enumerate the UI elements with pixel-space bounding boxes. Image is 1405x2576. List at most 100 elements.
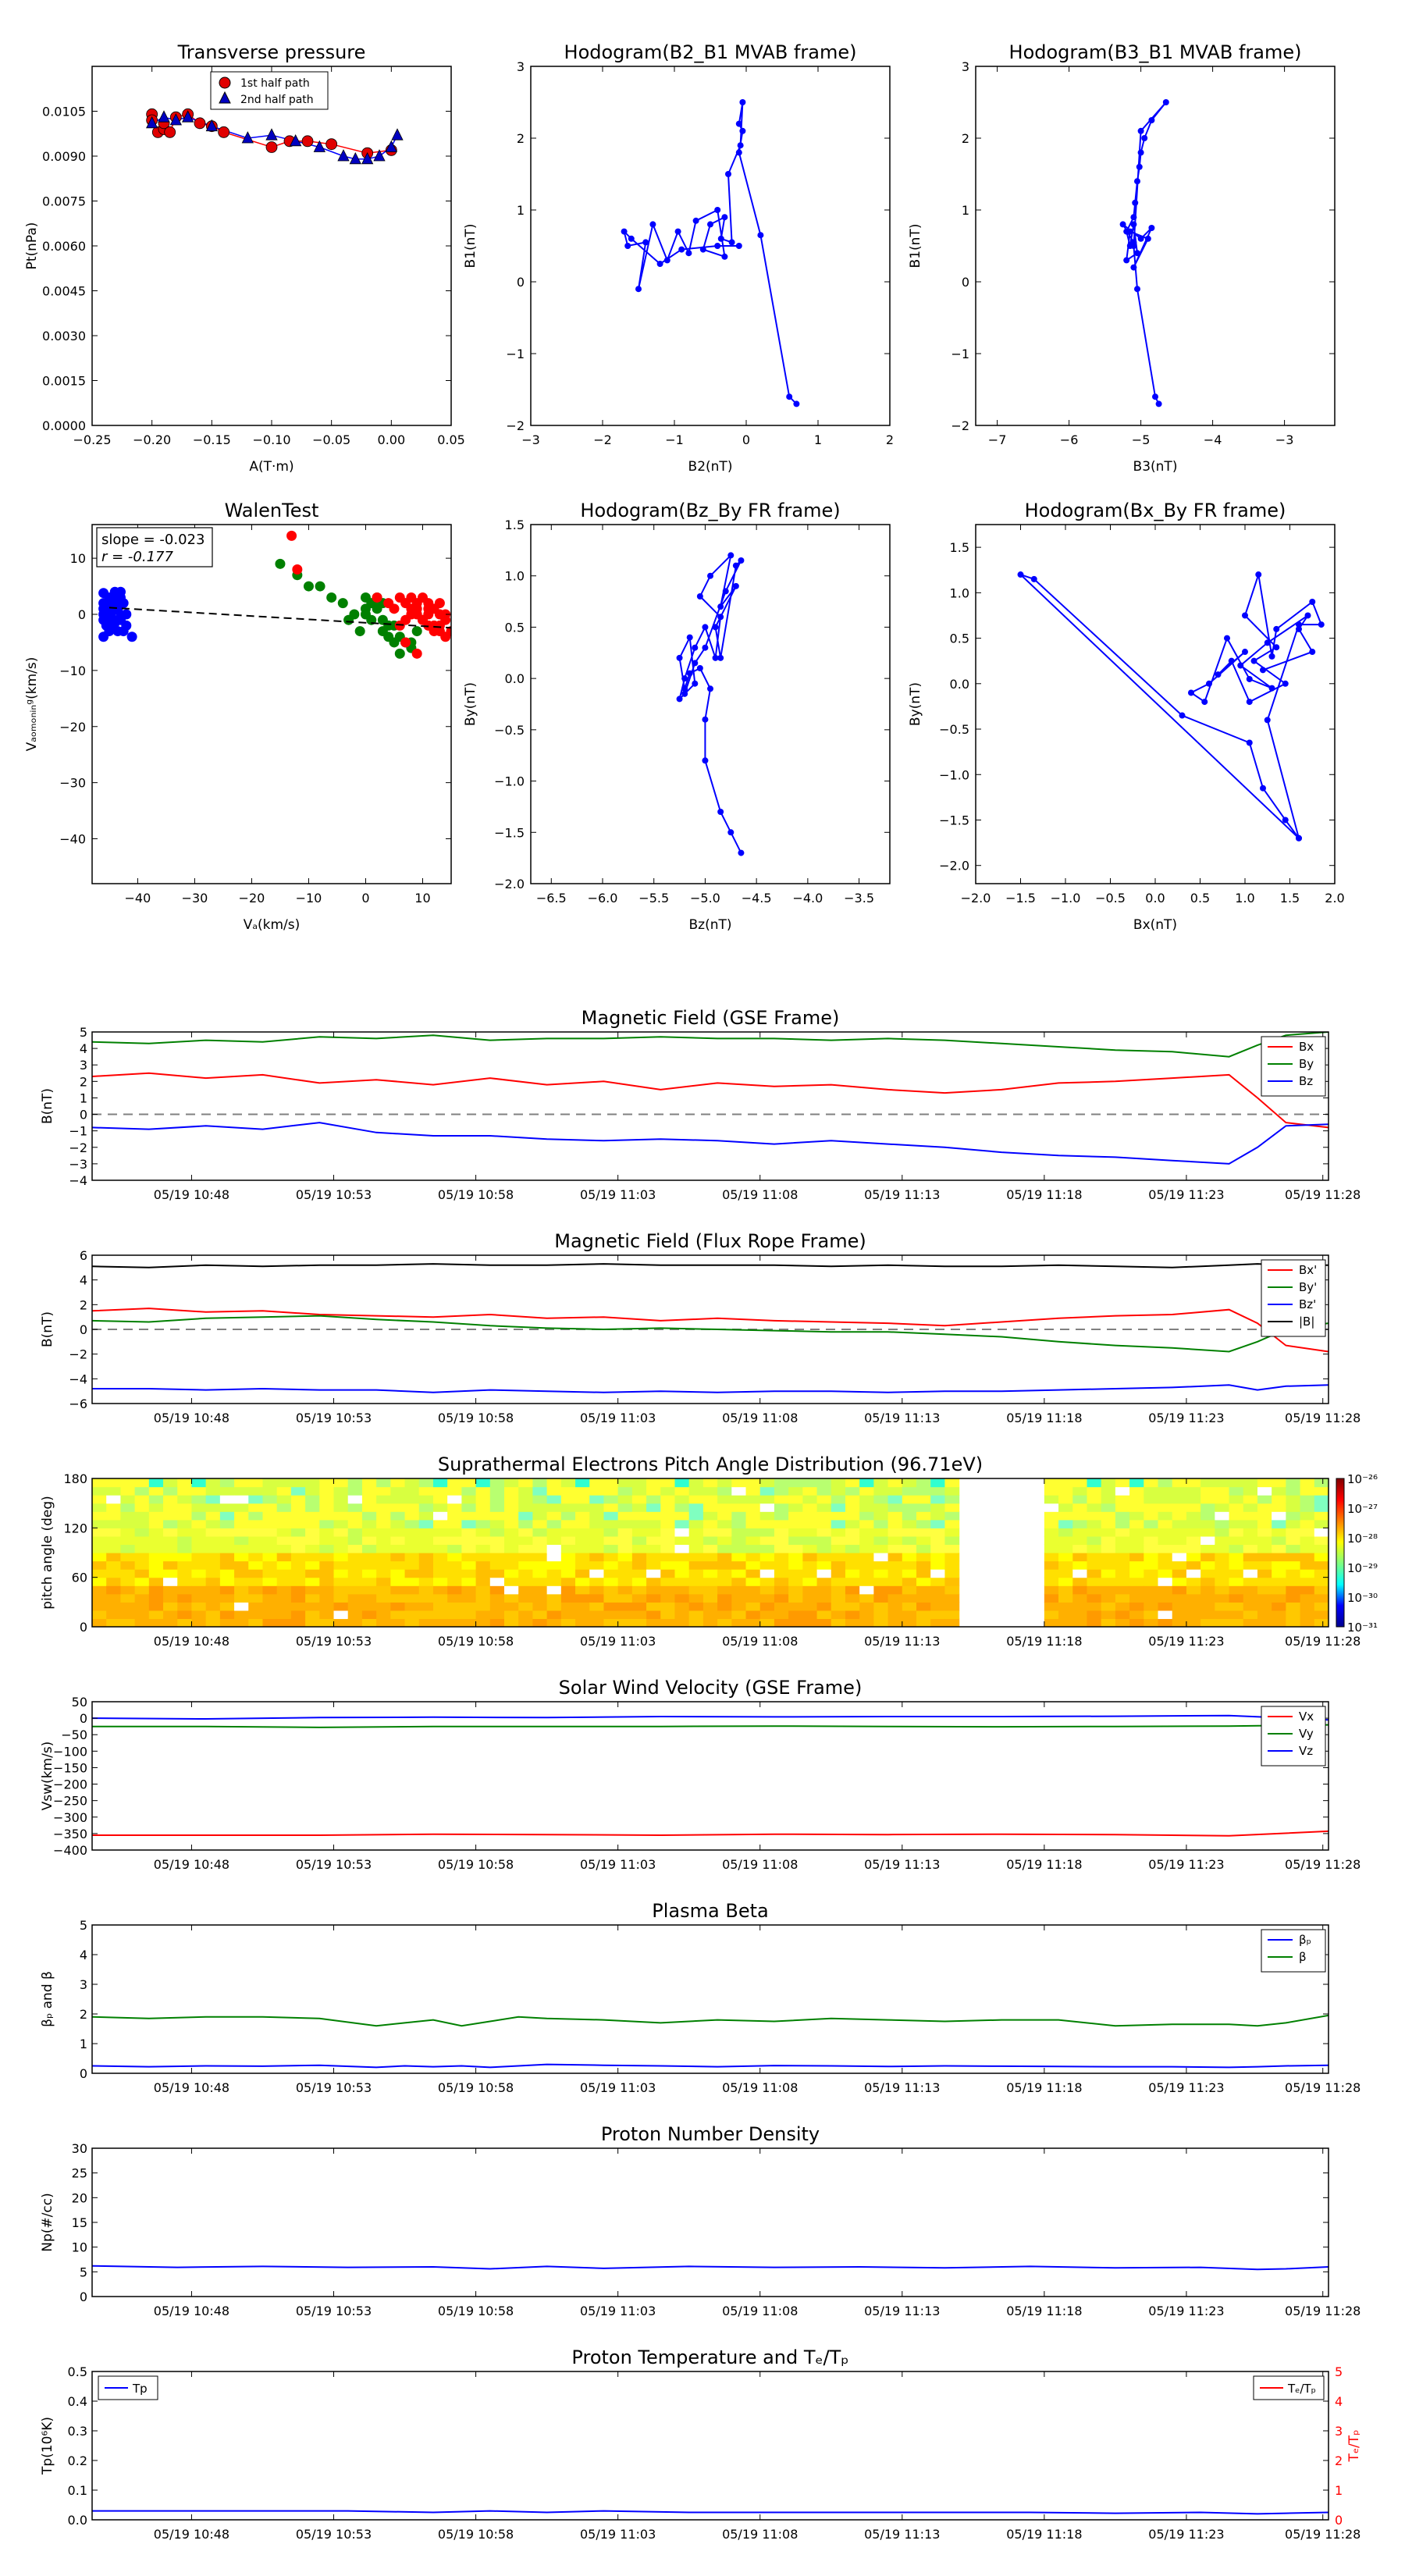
h3-point <box>712 624 719 631</box>
mag_gse-ylabel: B(nT) <box>40 1088 55 1124</box>
pad-cell <box>1215 1585 1230 1595</box>
pad-cell <box>1257 1535 1272 1546</box>
pad-cell <box>447 1486 462 1496</box>
pad-cell <box>134 1585 150 1595</box>
pad-cell <box>1058 1602 1073 1611</box>
pad-cell <box>717 1569 732 1578</box>
pad-cell <box>1257 1553 1272 1562</box>
pad-cell <box>887 1585 903 1595</box>
pad-cell <box>1172 1544 1187 1553</box>
pad-xtick-label: 05/19 11:28 <box>1285 1634 1361 1649</box>
pad-cell <box>432 1577 448 1586</box>
mag_fr-ytick-label: 2 <box>80 1297 87 1312</box>
pad-cell <box>1215 1618 1230 1627</box>
pad-cell <box>646 1585 661 1595</box>
pad-cell <box>319 1553 335 1562</box>
pad-cell <box>845 1602 860 1611</box>
pad-cell <box>177 1486 193 1496</box>
pad-cell <box>589 1560 605 1570</box>
pad-cell <box>759 1560 775 1570</box>
pad-cell <box>205 1478 221 1488</box>
tp-point-2nd <box>182 110 194 123</box>
walen-point <box>118 598 129 609</box>
temp-xtick-label: 05/19 11:03 <box>580 2527 656 2542</box>
pad-cell <box>361 1593 377 1603</box>
pad-cell <box>660 1511 676 1521</box>
pad-cell <box>788 1602 803 1611</box>
pad-ylabel: pitch angle (deg) <box>40 1496 55 1610</box>
pad-cell <box>859 1486 874 1496</box>
pad-cell <box>134 1544 150 1553</box>
pad-cell <box>1144 1618 1159 1627</box>
pad-cell <box>106 1577 122 1586</box>
pad-cell <box>134 1560 150 1570</box>
h4-point <box>1206 680 1212 687</box>
pad-cell <box>916 1585 931 1595</box>
pad-cell <box>134 1503 150 1512</box>
pad-title: Suprathermal Electrons Pitch Angle Distr… <box>438 1453 983 1475</box>
pad-cell <box>1044 1577 1059 1586</box>
pad-cell <box>845 1593 860 1603</box>
pad-cell <box>219 1503 235 1512</box>
mag_gse-xtick-label: 05/19 10:58 <box>438 1187 514 1202</box>
h4-xtick-label: 1.5 <box>1280 891 1300 906</box>
np-xtick-label: 05/19 11:13 <box>864 2304 940 2318</box>
pad-cell <box>1300 1478 1315 1488</box>
pad-cell <box>1229 1569 1244 1578</box>
pad-cell <box>603 1560 619 1570</box>
pad-cell <box>475 1577 491 1586</box>
pad-cell <box>475 1478 491 1488</box>
pad-cell <box>1257 1478 1272 1488</box>
pad-cell <box>802 1528 818 1537</box>
pad-cell <box>418 1519 434 1528</box>
pad-cell <box>916 1560 931 1570</box>
pad-cell <box>617 1495 633 1504</box>
pad-cell <box>234 1511 249 1521</box>
pad-cell <box>1101 1577 1116 1586</box>
pad-cell <box>816 1569 832 1578</box>
pad-cell <box>1243 1560 1258 1570</box>
pad-cell <box>902 1511 917 1521</box>
pad-cell <box>1087 1503 1102 1512</box>
h3-point <box>681 675 688 682</box>
pad-cell <box>774 1528 789 1537</box>
temp-ytick-right-label: 1 <box>1335 2483 1343 2498</box>
pad-cell <box>134 1593 150 1603</box>
pad-cell <box>916 1610 931 1620</box>
tp-point-1st <box>194 117 206 130</box>
pad-cell <box>518 1610 534 1620</box>
pad-cell <box>1300 1569 1315 1578</box>
h1-xtick-label: 1 <box>814 432 822 447</box>
pad-cell <box>717 1535 732 1546</box>
pad-cell <box>432 1535 448 1546</box>
pad-cell <box>447 1593 462 1603</box>
pad-cell <box>774 1618 789 1627</box>
pad-cell <box>688 1585 704 1595</box>
pad-cell <box>1058 1535 1073 1546</box>
pad-cell <box>575 1478 590 1488</box>
pad-cell <box>859 1618 874 1627</box>
pad-cell <box>518 1495 534 1504</box>
pad-cell <box>887 1544 903 1553</box>
pad-cell <box>234 1528 249 1537</box>
pad-cell <box>404 1585 420 1595</box>
mag_gse-xtick-label: 05/19 10:48 <box>154 1187 229 1202</box>
pad-cell <box>518 1618 534 1627</box>
pad-cell <box>489 1602 505 1611</box>
mag_fr-panel: Magnetic Field (Flux Rope Frame)B(nT)−6−… <box>40 1230 1361 1425</box>
h2-point <box>1123 257 1130 264</box>
pad-cell <box>1272 1528 1286 1537</box>
h4-point <box>1215 671 1222 678</box>
pad-cell <box>191 1535 207 1546</box>
pad-cell <box>774 1602 789 1611</box>
pad-cell <box>1229 1618 1244 1627</box>
pad-cell <box>92 1535 107 1546</box>
pad-cell <box>205 1519 221 1528</box>
beta-xtick-label: 05/19 10:53 <box>296 2080 372 2095</box>
pad-cell <box>887 1602 903 1611</box>
h4-point <box>1318 621 1325 628</box>
vsw-xtick-label: 05/19 11:03 <box>580 1857 656 1872</box>
h2-point <box>1132 199 1139 206</box>
pad-cell <box>1215 1560 1230 1570</box>
pad-cell <box>1300 1544 1315 1553</box>
